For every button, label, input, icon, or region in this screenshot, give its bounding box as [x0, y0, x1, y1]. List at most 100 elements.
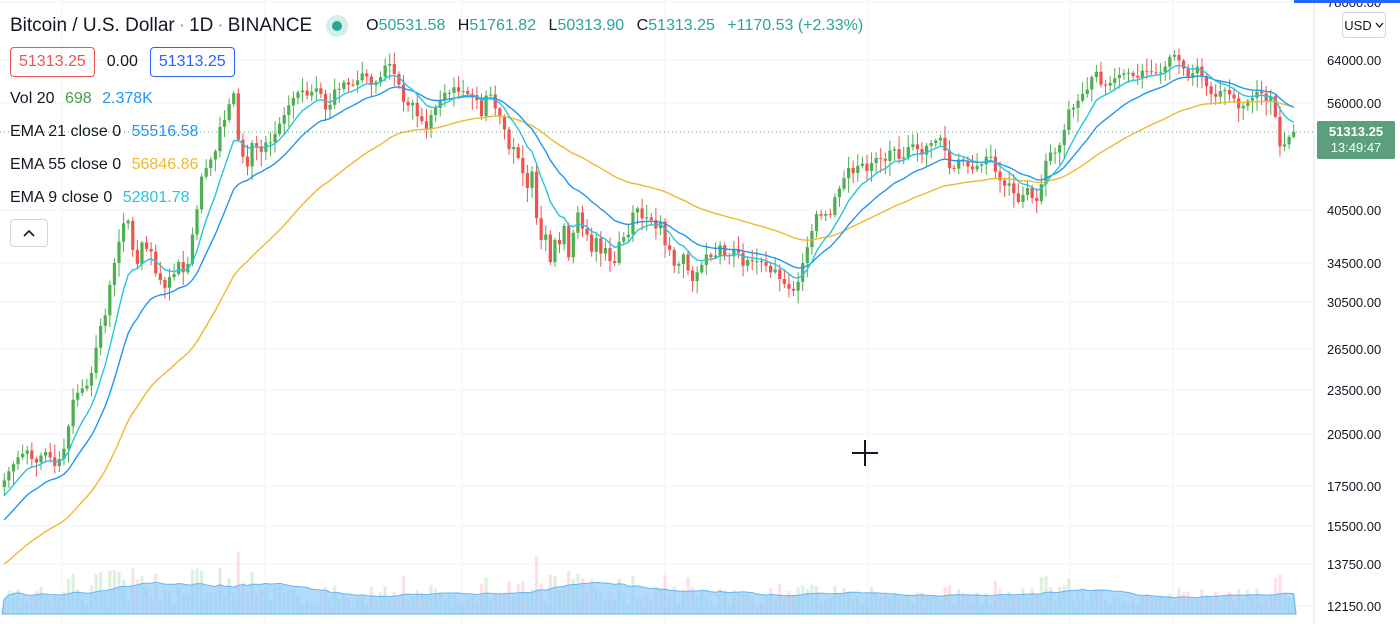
candle-body[interactable] — [222, 119, 227, 127]
candle-body[interactable] — [420, 116, 424, 122]
candle-body[interactable] — [16, 457, 20, 465]
candle-body[interactable] — [736, 248, 741, 253]
candle-body[interactable] — [424, 121, 429, 129]
candle-body[interactable] — [456, 87, 461, 92]
candle-body[interactable] — [287, 105, 291, 116]
candle-body[interactable] — [1181, 60, 1186, 69]
candle-body[interactable] — [1273, 96, 1277, 117]
candle-body[interactable] — [1035, 197, 1039, 202]
candle-body[interactable] — [1214, 93, 1218, 97]
candle-body[interactable] — [865, 163, 869, 171]
candle-body[interactable] — [585, 228, 589, 235]
candle-body[interactable] — [507, 129, 511, 150]
candle-body[interactable] — [227, 104, 231, 120]
candle-body[interactable] — [479, 100, 484, 117]
candle-body[interactable] — [1090, 77, 1094, 90]
candle-body[interactable] — [966, 161, 970, 167]
candle-body[interactable] — [1255, 91, 1259, 98]
candle-body[interactable] — [970, 166, 975, 170]
indicator-ema-9[interactable]: EMA 9 close 0 52801.78 — [10, 189, 871, 209]
candle-body[interactable] — [71, 399, 75, 427]
candle-body[interactable] — [1007, 183, 1011, 186]
candle-body[interactable] — [213, 151, 217, 160]
candle-body[interactable] — [383, 65, 387, 78]
candle-body[interactable] — [475, 95, 479, 101]
candle-body[interactable] — [1140, 70, 1144, 78]
candle-body[interactable] — [1191, 73, 1195, 78]
candle-body[interactable] — [121, 223, 126, 242]
candle-body[interactable] — [99, 325, 103, 348]
candle-body[interactable] — [1246, 100, 1250, 106]
candle-body[interactable] — [1204, 75, 1209, 87]
candle-body[interactable] — [112, 263, 117, 285]
candle-body[interactable] — [1131, 72, 1135, 76]
candle-body[interactable] — [296, 92, 300, 98]
candle-body[interactable] — [622, 237, 626, 242]
candle-body[interactable] — [668, 245, 672, 250]
candle-body[interactable] — [11, 464, 16, 472]
candle-body[interactable] — [649, 217, 653, 220]
candle-body[interactable] — [645, 217, 649, 219]
candle-body[interactable] — [938, 137, 942, 141]
candle-body[interactable] — [443, 92, 447, 101]
candle-body[interactable] — [25, 450, 29, 454]
candle-body[interactable] — [291, 97, 295, 106]
candle-body[interactable] — [181, 262, 185, 273]
candle-body[interactable] — [548, 234, 552, 263]
candle-body[interactable] — [360, 73, 364, 81]
candle-body[interactable] — [356, 80, 360, 86]
candle-body[interactable] — [1067, 109, 1071, 131]
candle-body[interactable] — [534, 171, 539, 219]
candle-body[interactable] — [1209, 86, 1213, 94]
candle-body[interactable] — [1259, 91, 1264, 94]
candle-body[interactable] — [236, 93, 240, 140]
candle-body[interactable] — [759, 261, 764, 263]
candle-body[interactable] — [957, 159, 961, 169]
candle-body[interactable] — [66, 426, 71, 449]
candle-body[interactable] — [989, 156, 993, 158]
candle-body[interactable] — [869, 162, 874, 171]
candle-body[interactable] — [80, 388, 84, 393]
candle-body[interactable] — [934, 140, 938, 144]
candle-body[interactable] — [883, 158, 887, 161]
candle-body[interactable] — [768, 265, 773, 273]
candle-body[interactable] — [525, 173, 530, 188]
candle-body[interactable] — [1003, 180, 1007, 186]
candle-body[interactable] — [1016, 193, 1020, 202]
candle-body[interactable] — [438, 100, 442, 108]
candle-body[interactable] — [1081, 93, 1085, 101]
candle-body[interactable] — [1053, 152, 1057, 154]
candle-body[interactable] — [218, 126, 222, 152]
candle-body[interactable] — [594, 238, 598, 252]
candle-body[interactable] — [1269, 96, 1273, 101]
candle-body[interactable] — [1218, 91, 1222, 97]
candle-body[interactable] — [140, 242, 144, 264]
candle-body[interactable] — [1264, 93, 1268, 101]
candle-body[interactable] — [805, 247, 809, 263]
candle-body[interactable] — [1048, 152, 1053, 161]
candle-body[interactable] — [723, 245, 727, 256]
candle-body[interactable] — [521, 158, 525, 174]
candle-body[interactable] — [819, 214, 823, 216]
candle-body[interactable] — [879, 158, 883, 160]
candle-body[interactable] — [1085, 89, 1089, 94]
candle-body[interactable] — [259, 146, 263, 152]
candle-body[interactable] — [117, 241, 121, 263]
candle-body[interactable] — [365, 73, 369, 77]
candle-body[interactable] — [888, 150, 892, 161]
candle-body[interactable] — [43, 452, 48, 456]
candle-body[interactable] — [567, 225, 571, 258]
candle-body[interactable] — [603, 248, 608, 254]
indicator-ema-55[interactable]: EMA 55 close 0 56846.86 — [10, 156, 871, 176]
candle-body[interactable] — [837, 188, 842, 198]
candle-body[interactable] — [1163, 66, 1167, 73]
candle-body[interactable] — [62, 448, 66, 459]
candle-body[interactable] — [902, 157, 906, 159]
candle-body[interactable] — [1168, 56, 1172, 67]
candle-body[interactable] — [337, 88, 341, 90]
candle-body[interactable] — [245, 156, 250, 167]
candle-body[interactable] — [411, 103, 415, 106]
candle-body[interactable] — [1122, 73, 1126, 75]
candle-body[interactable] — [952, 167, 956, 169]
